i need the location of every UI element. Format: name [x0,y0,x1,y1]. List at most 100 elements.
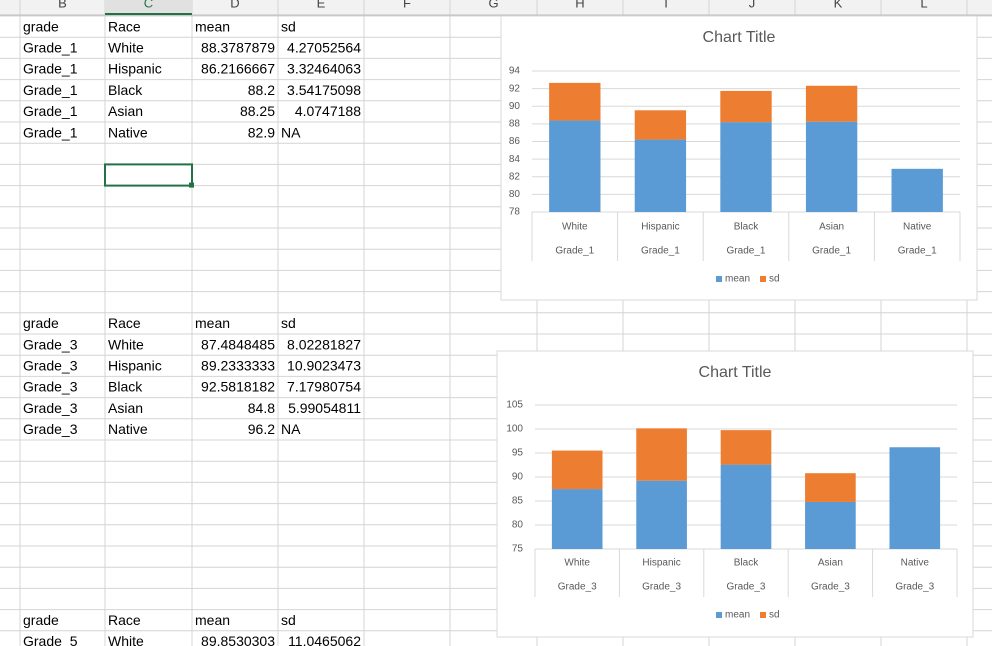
cell-text: 87.4848485 [201,336,275,352]
selected-cell [104,163,193,187]
cell-text: Grade_1 [23,61,78,77]
cell-text: 4.0747188 [295,103,361,119]
cell-text: Grade_3 [23,421,78,437]
x-tick-label: Native [901,558,930,569]
cell-text: Race [108,315,141,331]
cell-text: 3.32464063 [287,61,361,77]
bar-segment [805,85,858,122]
column-header: D [230,0,239,10]
cell-text: Grade_3 [23,358,78,374]
cell-text: White [108,40,144,56]
legend-label: mean [725,610,750,621]
bar-segment [805,121,858,212]
cell-text: Black [108,379,143,395]
cell-text: Grade_3 [23,400,78,416]
cell-text: White [108,633,144,646]
column-header: B [58,0,67,10]
y-tick-label: 82 [509,171,521,182]
cell-text: Native [108,124,148,140]
legend-swatch [716,276,722,282]
y-tick-label: 75 [512,544,524,555]
bar-segment [720,90,772,123]
fill-handle [189,182,194,188]
bar-segment [889,447,941,549]
bar-segment [636,480,687,549]
column-header: I [664,0,668,10]
bar-segment [549,82,601,121]
y-tick-label: 105 [506,400,523,411]
cell-text: Asian [108,103,143,119]
cell-text: grade [23,18,59,34]
x-group-label: Grade_1 [727,246,766,257]
y-tick-label: 80 [509,189,521,200]
bar-segment [636,428,687,481]
x-tick-label: White [562,222,588,233]
cell-text: 8.02281827 [287,336,361,352]
cell-text: sd [281,612,296,628]
cell-text: 7.17980754 [287,379,361,395]
x-group-label: Grade_3 [895,582,934,593]
cell-text: 88.25 [240,103,275,119]
cell-text: Grade_1 [23,82,78,98]
cell-text: mean [195,18,230,34]
legend-label: sd [769,274,780,285]
cell-text: 89.8530303 [201,633,275,646]
cell-text: Race [108,612,141,628]
cell-text: Grade_3 [23,336,78,352]
y-tick-label: 80 [512,520,524,531]
cell-text: 96.2 [248,421,275,437]
cell-text: Native [108,421,148,437]
legend-label: sd [769,610,780,621]
cell-text: NA [281,421,301,437]
cell-text: Grade_1 [23,124,78,140]
bar-segment [634,110,687,140]
y-tick-label: 85 [512,496,524,507]
bar-segment [634,139,687,212]
y-tick-label: 90 [512,472,524,483]
cell-text: Hispanic [108,61,162,77]
cell-text: mean [195,315,230,331]
y-tick-label: 90 [509,101,521,112]
column-header: C [144,0,153,10]
cell-text: Grade_3 [23,379,78,395]
cell-text: 10.9023473 [287,358,361,374]
legend-label: mean [725,274,750,285]
column-header: E [317,0,326,10]
cell-text: 11.0465062 [288,633,361,646]
x-group-label: Grade_1 [641,246,680,257]
cell-text: 88.2 [248,82,275,98]
chart-title: Chart Title [699,364,772,381]
cell-text: sd [281,18,296,34]
cell-text: 92.5818182 [201,379,275,395]
x-group-label: Grade_1 [812,246,851,257]
chart-title: Chart Title [703,29,776,46]
cell-text: grade [23,612,59,628]
y-tick-label: 86 [509,136,521,147]
column-header: L [920,0,927,10]
cell-text: Grade_5 [23,633,78,646]
bar-segment [805,501,856,549]
cell-text: mean [195,612,230,628]
column-header: K [834,0,843,10]
column-header: G [488,0,498,10]
bar-segment [720,464,772,549]
x-tick-label: Black [734,558,759,569]
bar-segment [891,168,943,212]
cell-text: Grade_1 [23,40,78,56]
y-tick-label: 100 [506,424,523,435]
column-header: J [749,0,756,10]
bar-segment [551,450,603,490]
bar-segment [805,473,856,502]
cell-text: Asian [108,400,143,416]
x-tick-label: White [564,558,590,569]
x-tick-label: Native [903,222,932,233]
x-group-label: Grade_1 [898,246,937,257]
cell-text: 5.99054811 [288,400,361,416]
x-group-label: Grade_1 [555,246,594,257]
cell-text: 4.27052564 [287,40,361,56]
column-header: H [575,0,584,10]
y-tick-label: 78 [509,207,521,218]
x-group-label: Grade_3 [811,582,850,593]
cell-text: grade [23,315,59,331]
